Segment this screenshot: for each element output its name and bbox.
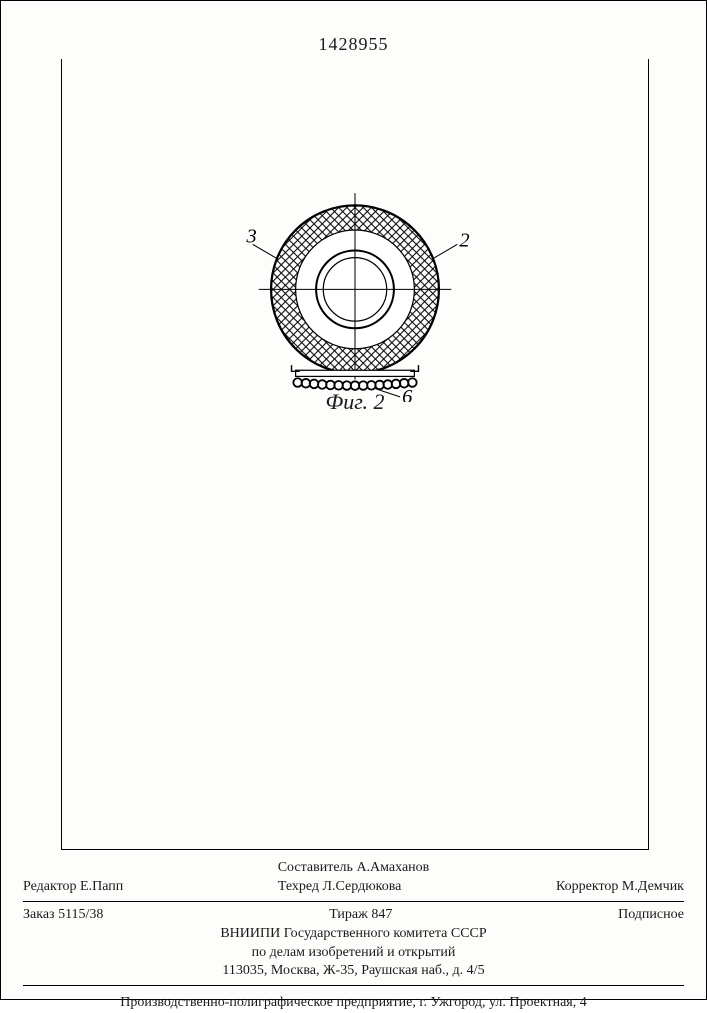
- printer-line: Производственно-полиграфическое предприя…: [23, 990, 684, 1013]
- techred: Техред Л.Сердюкова: [278, 878, 402, 897]
- tirazh-label: Тираж: [329, 907, 368, 922]
- editor-label: Редактор: [23, 879, 77, 894]
- compiler-label: Составитель: [278, 860, 353, 875]
- figure-2: 326: [62, 187, 648, 407]
- order-row: Заказ 5115/38 Тираж 847 Подписное: [23, 906, 684, 925]
- editor: Редактор Е.Папп: [23, 878, 123, 897]
- publisher-block: ВНИИПИ Государственного комитета СССР по…: [23, 925, 684, 982]
- order-label: Заказ: [23, 907, 55, 922]
- techred-name: Л.Сердюкова: [323, 879, 402, 894]
- compiler-line: Составитель А.Амаханов: [23, 859, 684, 878]
- footer: Составитель А.Амаханов Редактор Е.Папп Т…: [23, 859, 684, 1013]
- techred-label: Техред: [278, 879, 319, 894]
- subscription: Подписное: [618, 906, 684, 925]
- svg-text:3: 3: [245, 225, 256, 247]
- publisher-line-3: 113035, Москва, Ж-35, Раушская наб., д. …: [23, 962, 684, 981]
- publisher-line-2: по делам изобретений и открытий: [23, 944, 684, 963]
- credits-row: Редактор Е.Папп Техред Л.Сердюкова Корре…: [23, 878, 684, 897]
- corrector-name: М.Демчик: [622, 879, 684, 894]
- editor-name: Е.Папп: [80, 879, 123, 894]
- compiler-name: А.Амаханов: [356, 860, 429, 875]
- tirazh: Тираж 847: [329, 906, 392, 925]
- corrector-label: Корректор: [556, 879, 618, 894]
- order-number: 5115/38: [58, 907, 103, 922]
- figure-svg: 326: [240, 187, 470, 402]
- document-number: 1428955: [1, 34, 706, 55]
- divider-1: [23, 901, 684, 902]
- content-frame: 326 Фиг. 2: [61, 59, 649, 850]
- page: 1428955 326 Фиг. 2 Составитель А.Амахано…: [0, 0, 707, 1000]
- divider-2: [23, 985, 684, 986]
- order: Заказ 5115/38: [23, 906, 103, 925]
- corrector: Корректор М.Демчик: [556, 878, 684, 897]
- publisher-line-1: ВНИИПИ Государственного комитета СССР: [23, 925, 684, 944]
- svg-text:2: 2: [459, 229, 469, 251]
- tirazh-value: 847: [371, 907, 392, 922]
- figure-caption: Фиг. 2: [62, 389, 648, 415]
